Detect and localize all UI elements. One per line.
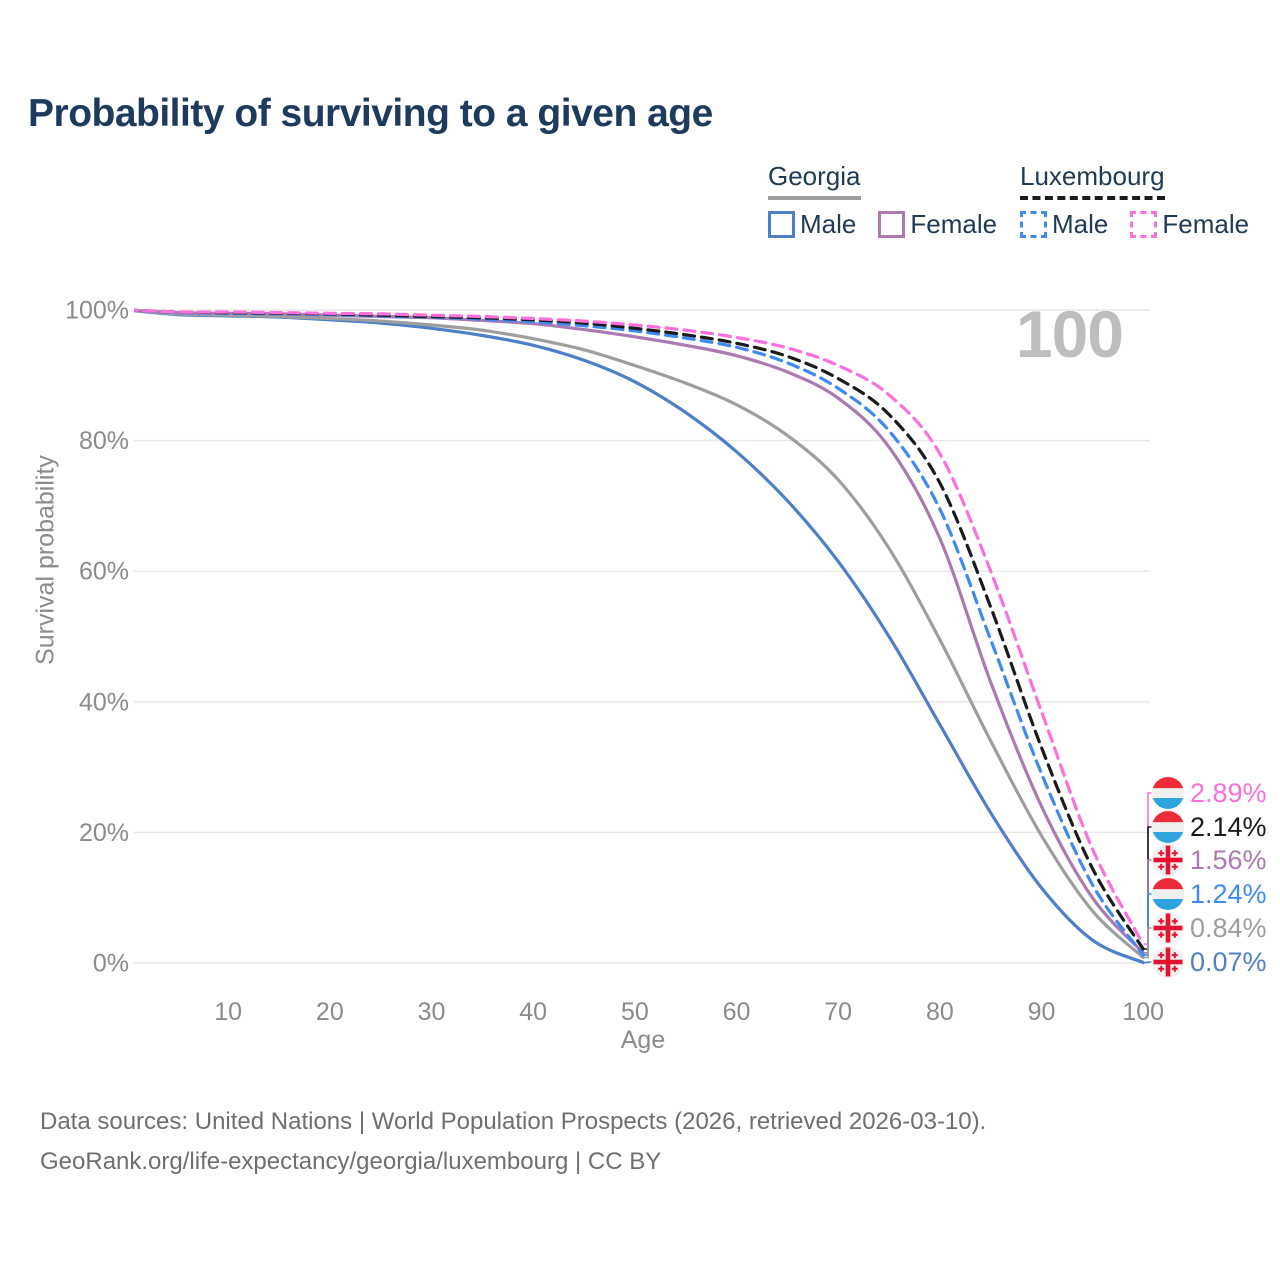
x-tick-label: 40 xyxy=(519,998,547,1026)
legend-header-luxembourg: Luxembourg xyxy=(1020,161,1165,200)
luxembourg-flag-icon xyxy=(1152,878,1184,910)
legend-group-luxembourg: Luxembourg Male Female xyxy=(1020,161,1271,240)
legend-swatch-icon xyxy=(878,211,906,238)
legend-item-luxembourg-female[interactable]: Female xyxy=(1130,209,1249,240)
end-label-value: 2.89% xyxy=(1190,777,1267,808)
y-tick-label: 60% xyxy=(79,558,129,586)
x-tick-label: 50 xyxy=(621,998,649,1026)
end-label-luxembourg-female: 2.89% xyxy=(1152,776,1267,810)
end-label-value: 0.84% xyxy=(1190,912,1267,943)
legend-swatch-icon xyxy=(1130,211,1158,238)
curve-luxembourg-female xyxy=(134,308,1145,946)
curve-georgia-overall xyxy=(134,309,1145,960)
x-tick-label: 90 xyxy=(1028,998,1056,1026)
y-tick-label: 20% xyxy=(79,819,129,847)
y-tick-label: 0% xyxy=(93,950,129,978)
curve-luxembourg-male xyxy=(134,308,1145,957)
end-label-luxembourg-male: 1.24% xyxy=(1152,877,1267,911)
x-tick-label: 30 xyxy=(418,998,446,1026)
end-label-value: 1.24% xyxy=(1190,878,1267,909)
attribution-note: GeoRank.org/life-expectancy/georgia/luxe… xyxy=(40,1148,662,1175)
leader-line-georgia-male xyxy=(1143,961,1152,964)
legend-item-label: Female xyxy=(1162,209,1250,239)
legend-item-label: Male xyxy=(1052,209,1109,239)
x-axis-title: Age xyxy=(620,1026,666,1054)
end-label-luxembourg-overall: 2.14% xyxy=(1152,810,1267,844)
end-label-value: 2.14% xyxy=(1190,811,1267,842)
end-label-georgia-overall: 0.84% xyxy=(1152,911,1267,945)
x-tick-label: 60 xyxy=(723,998,751,1026)
legend-swatch-icon xyxy=(768,211,795,238)
y-tick-label: 80% xyxy=(79,427,129,455)
x-tick-label: 80 xyxy=(926,998,954,1026)
legend-group-georgia: Georgia Male Female xyxy=(768,161,1019,240)
y-tick-label: 40% xyxy=(79,688,129,716)
legend-header-georgia: Georgia xyxy=(768,161,861,200)
legend-item-label: Male xyxy=(800,209,857,239)
legend-item-georgia-female[interactable]: Female xyxy=(878,209,997,240)
data-sources-note: Data sources: United Nations | World Pop… xyxy=(40,1108,987,1135)
georgia-flag-icon xyxy=(1152,946,1184,978)
luxembourg-flag-icon xyxy=(1152,777,1184,809)
x-tick-label: 70 xyxy=(824,998,852,1026)
end-label-georgia-female: 1.56% xyxy=(1152,843,1267,877)
page-title: Probability of surviving to a given age xyxy=(28,92,713,135)
end-label-value: 1.56% xyxy=(1190,844,1267,875)
end-label-georgia-male: 0.07% xyxy=(1152,945,1267,979)
y-axis-title: Survival probability xyxy=(31,455,60,665)
x-tick-label: 10 xyxy=(214,998,242,1026)
end-label-value: 0.07% xyxy=(1190,946,1267,977)
georgia-flag-icon xyxy=(1152,844,1184,876)
luxembourg-flag-icon xyxy=(1152,811,1184,843)
y-tick-label: 100% xyxy=(65,297,129,325)
legend-item-label: Female xyxy=(910,209,998,239)
leader-line-georgia-overall xyxy=(1143,927,1152,959)
curve-luxembourg-overall xyxy=(134,308,1145,951)
georgia-flag-icon xyxy=(1152,912,1184,944)
curve-georgia-female xyxy=(134,308,1145,955)
legend-item-georgia-male[interactable]: Male xyxy=(768,209,856,240)
legend-item-luxembourg-male[interactable]: Male xyxy=(1020,209,1108,240)
legend-swatch-icon xyxy=(1020,211,1047,238)
x-tick-label: 20 xyxy=(316,998,344,1026)
leader-line-luxembourg-male xyxy=(1143,893,1152,956)
x-tick-label: 100 xyxy=(1122,998,1164,1026)
